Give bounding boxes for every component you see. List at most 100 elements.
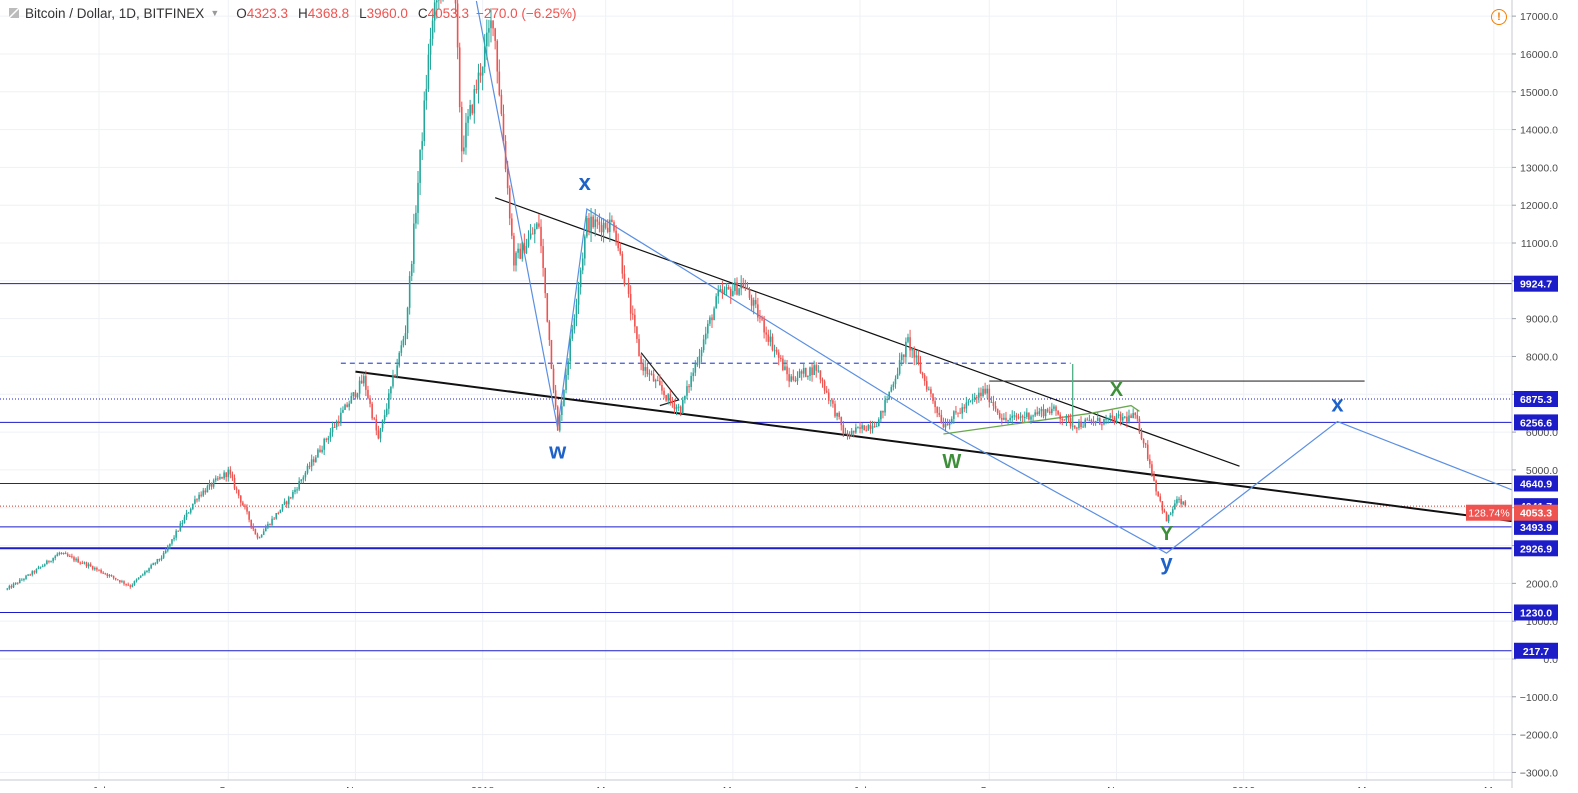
candle-body — [1112, 415, 1114, 417]
candle-body — [173, 538, 175, 540]
candle-body — [507, 169, 509, 188]
candle-body — [893, 384, 895, 387]
candle-body — [373, 418, 375, 419]
candle-body — [271, 519, 273, 525]
candle-body — [1164, 510, 1166, 512]
candle-body — [799, 371, 801, 377]
warning-icon[interactable]: ! — [1491, 9, 1507, 25]
candle-body — [394, 375, 396, 376]
y-tick-label: 15000.0 — [1520, 87, 1558, 99]
candle-body — [505, 141, 507, 169]
candle-body — [198, 495, 200, 500]
candle-body — [1141, 432, 1143, 439]
candle-body — [597, 219, 599, 221]
candle-body — [945, 424, 947, 428]
candle-body — [184, 517, 186, 523]
candle-body — [413, 223, 415, 264]
candle-body — [419, 150, 421, 183]
candle-body — [857, 427, 859, 428]
candle-body — [92, 566, 94, 569]
candle-body — [582, 258, 584, 270]
candle-body — [803, 368, 805, 374]
candle-body — [336, 421, 338, 427]
candle-body — [911, 348, 913, 350]
candle-body — [34, 571, 36, 572]
candle-body — [332, 427, 334, 432]
candle-body — [90, 564, 92, 566]
candle-body — [951, 419, 953, 423]
candle-body — [115, 578, 117, 579]
candle-body — [688, 386, 690, 387]
candle-body — [891, 387, 893, 392]
candle-body — [246, 507, 248, 511]
candle-body — [863, 425, 865, 430]
ohlc-change: −270.0 (−6.25%) — [476, 6, 577, 21]
candle-body — [138, 578, 140, 580]
candle-body — [655, 380, 657, 381]
candle-body — [65, 553, 67, 554]
wave-label: y — [1160, 550, 1173, 575]
candle-body — [909, 337, 911, 350]
symbol-icon — [8, 7, 20, 19]
candle-body — [386, 409, 388, 415]
candle-body — [1078, 421, 1080, 428]
candle-body — [50, 561, 52, 562]
candle-body — [640, 356, 642, 363]
candle-body — [659, 381, 661, 385]
candle-body — [1147, 445, 1149, 460]
candle-body — [190, 509, 192, 513]
candle-body — [207, 486, 209, 492]
candle-body — [592, 217, 594, 227]
candle-body — [807, 376, 809, 377]
candle-body — [232, 474, 234, 477]
candle-body — [309, 466, 311, 467]
candle-body — [751, 298, 753, 306]
y-tick-label: 8000.0 — [1526, 351, 1558, 363]
ohlc-low-key: L — [359, 6, 367, 21]
candle-body — [588, 218, 590, 232]
candle-body — [294, 490, 296, 492]
candle-body — [630, 294, 632, 314]
level-price-label: 9924.7 — [1520, 279, 1552, 291]
candle-body — [421, 141, 423, 149]
candle-body — [1091, 420, 1093, 421]
candle-body — [13, 584, 15, 587]
candle-body — [353, 392, 355, 396]
candle-body — [134, 581, 136, 585]
candle-body — [77, 559, 79, 563]
candle-body — [544, 268, 546, 293]
candle-body — [1024, 417, 1026, 418]
candle-body — [121, 581, 123, 582]
candle-body — [1036, 412, 1038, 414]
candle-body — [273, 519, 275, 520]
candle-body — [1039, 411, 1041, 414]
candle-body — [1057, 411, 1059, 415]
candle-body — [793, 376, 795, 380]
chevron-down-icon[interactable]: ▼ — [210, 8, 219, 18]
candle-body — [288, 497, 290, 504]
candle-body — [1016, 415, 1018, 417]
candle-body — [824, 381, 826, 390]
y-tick-label: −3000.0 — [1520, 767, 1558, 779]
candle-body — [765, 332, 767, 334]
candle-body — [38, 567, 40, 569]
candle-body — [61, 553, 63, 554]
candle-body — [417, 183, 419, 213]
y-tick-label: 17000.0 — [1520, 11, 1558, 23]
candle-body — [361, 381, 363, 384]
candle-body — [348, 404, 350, 407]
symbol-title[interactable]: Bitcoin / Dollar, 1D, BITFINEX — [25, 6, 204, 21]
candle-body — [146, 571, 148, 572]
candle-body — [180, 524, 182, 531]
candle-body — [784, 366, 786, 370]
candle-body — [636, 327, 638, 339]
candle-body — [171, 539, 173, 544]
candle-body — [870, 425, 872, 429]
candle-body — [350, 396, 352, 404]
candle-body — [999, 413, 1001, 418]
candle-body — [968, 402, 970, 403]
candle-body — [96, 568, 98, 570]
candle-body — [426, 89, 428, 101]
